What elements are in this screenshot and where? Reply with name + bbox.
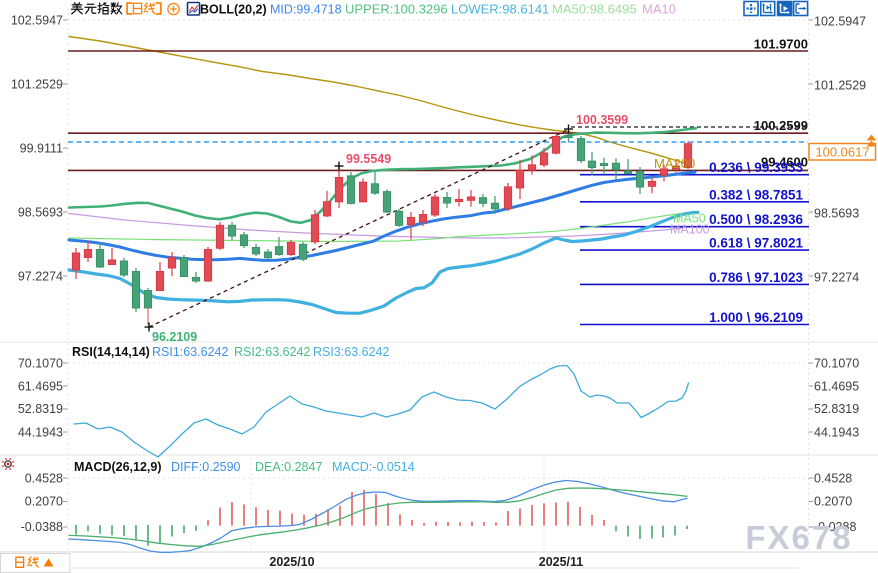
svg-text:0.2070: 0.2070	[814, 495, 852, 509]
svg-text:MA200: MA200	[654, 156, 695, 171]
svg-text:0.382 \ 98.7851: 0.382 \ 98.7851	[709, 187, 803, 202]
svg-text:98.5693: 98.5693	[814, 207, 859, 221]
svg-text:RSI1:63.6242: RSI1:63.6242	[152, 345, 228, 359]
svg-text:44.1943: 44.1943	[814, 426, 859, 440]
svg-text:MA100: MA100	[670, 223, 710, 237]
svg-text:0.236 \ 99.3933: 0.236 \ 99.3933	[709, 160, 803, 175]
svg-text:0.786 \ 97.1023: 0.786 \ 97.1023	[709, 270, 803, 285]
svg-text:99.9111: 99.9111	[20, 142, 63, 156]
svg-text:52.8319: 52.8319	[18, 402, 63, 416]
svg-text:97.2274: 97.2274	[18, 270, 63, 284]
svg-text:0.500 \ 98.2936: 0.500 \ 98.2936	[709, 212, 803, 227]
svg-text:102.5947: 102.5947	[814, 15, 866, 29]
svg-text:99.5549: 99.5549	[346, 152, 391, 166]
svg-text:MACD(26,12,9): MACD(26,12,9)	[74, 460, 162, 474]
svg-text:70.1070: 70.1070	[18, 357, 63, 371]
svg-text:MACD:-0.0514: MACD:-0.0514	[332, 460, 415, 474]
svg-text:61.4695: 61.4695	[814, 380, 859, 394]
svg-text:101.9700: 101.9700	[754, 37, 808, 52]
svg-text:100.2599: 100.2599	[754, 118, 808, 133]
svg-text:RSI(14,14,14): RSI(14,14,14)	[72, 345, 150, 359]
svg-text:MA50: MA50	[673, 212, 706, 226]
svg-text:0.4528: 0.4528	[814, 472, 852, 486]
svg-text:102.5947: 102.5947	[11, 14, 63, 28]
svg-text:0.2070: 0.2070	[25, 495, 63, 509]
svg-text:0.618 \ 97.8021: 0.618 \ 97.8021	[709, 236, 803, 251]
svg-text:MA10: MA10	[642, 2, 676, 17]
svg-text:98.5693: 98.5693	[18, 206, 63, 220]
svg-text:-0.0388: -0.0388	[814, 520, 856, 534]
svg-text:DEA:0.2847: DEA:0.2847	[255, 460, 322, 474]
svg-text:99.4600: 99.4600	[761, 155, 808, 170]
svg-text:MA50:98.6495: MA50:98.6495	[552, 2, 637, 17]
svg-text:LOWER:98.6141: LOWER:98.6141	[451, 2, 549, 17]
svg-text:RSI2:63.6242: RSI2:63.6242	[234, 345, 310, 359]
svg-text:52.8319: 52.8319	[814, 402, 859, 416]
svg-text:100.0617: 100.0617	[815, 144, 869, 159]
svg-text:44.1943: 44.1943	[18, 426, 63, 440]
svg-text:100.3599: 100.3599	[576, 113, 628, 127]
svg-text:MID:99.4718: MID:99.4718	[270, 3, 342, 17]
svg-text:1.000 \ 96.2109: 1.000 \ 96.2109	[709, 310, 803, 325]
svg-text:101.2529: 101.2529	[814, 79, 866, 93]
svg-text:97.2274: 97.2274	[814, 271, 859, 285]
svg-text:2025/10: 2025/10	[269, 555, 314, 569]
svg-text:96.2109: 96.2109	[152, 330, 197, 344]
svg-text:UPPER:100.3296: UPPER:100.3296	[345, 2, 448, 17]
svg-text:101.2529: 101.2529	[11, 78, 63, 92]
svg-text:DIFF:0.2590: DIFF:0.2590	[171, 460, 241, 474]
svg-text:61.4695: 61.4695	[18, 380, 63, 394]
svg-text:70.1070: 70.1070	[814, 357, 859, 371]
svg-text:RSI3:63.6242: RSI3:63.6242	[313, 345, 389, 359]
svg-text:-0.0388: -0.0388	[21, 520, 63, 534]
svg-text:0.4528: 0.4528	[25, 472, 63, 486]
svg-text:FX678: FX678	[745, 519, 852, 556]
svg-text:2025/11: 2025/11	[539, 555, 584, 569]
svg-text:FX678: FX678	[747, 521, 854, 558]
svg-text:BOLL(20,2): BOLL(20,2)	[200, 3, 267, 17]
